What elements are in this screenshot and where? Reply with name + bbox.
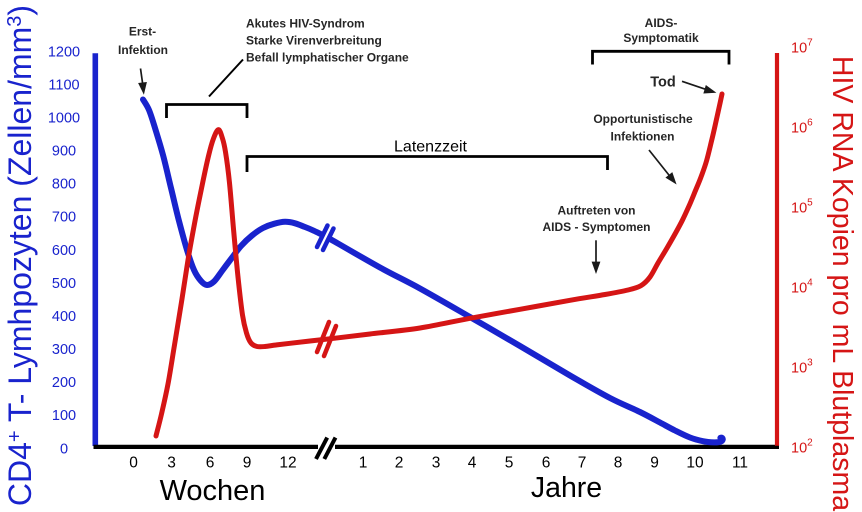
svg-text:1000: 1000 (48, 111, 80, 127)
svg-text:0: 0 (60, 441, 68, 457)
svg-text:800: 800 (52, 177, 76, 193)
svg-text:Erst-: Erst- (129, 25, 156, 39)
svg-text:7: 7 (578, 454, 587, 471)
svg-text:8: 8 (614, 454, 623, 471)
svg-text:2: 2 (395, 454, 404, 471)
svg-text:Jahre: Jahre (531, 472, 602, 504)
svg-text:Latenzzeit: Latenzzeit (394, 139, 467, 156)
svg-text:Befall lymphatischer Organe: Befall lymphatischer Organe (246, 51, 409, 65)
svg-text:1100: 1100 (48, 77, 79, 93)
svg-text:Symptomatik: Symptomatik (623, 31, 699, 45)
svg-text:Starke Virenverbreitung: Starke Virenverbreitung (246, 34, 382, 48)
svg-text:CD4+ T- Lymhpozyten (Zellen/mm: CD4+ T- Lymhpozyten (Zellen/mm3) (2, 5, 38, 506)
svg-text:300: 300 (52, 342, 76, 358)
svg-text:600: 600 (52, 243, 76, 259)
svg-text:AIDS - Symptomen: AIDS - Symptomen (542, 220, 650, 234)
svg-text:9: 9 (243, 454, 252, 471)
svg-text:400: 400 (52, 309, 76, 325)
svg-text:11: 11 (732, 454, 748, 471)
svg-text:9: 9 (650, 454, 659, 471)
svg-text:3: 3 (432, 454, 441, 471)
svg-text:500: 500 (52, 276, 76, 292)
svg-text:100: 100 (52, 408, 76, 424)
svg-text:900: 900 (52, 144, 76, 160)
svg-text:6: 6 (542, 454, 551, 471)
svg-text:Infektionen: Infektionen (610, 130, 674, 144)
svg-text:5: 5 (505, 454, 514, 471)
svg-text:3: 3 (167, 454, 176, 471)
svg-text:Tod: Tod (650, 75, 676, 91)
svg-text:Akutes HIV-Syndrom: Akutes HIV-Syndrom (246, 17, 365, 31)
svg-text:AIDS-: AIDS- (645, 16, 678, 30)
svg-text:200: 200 (52, 375, 76, 391)
svg-text:HIV RNA Kopien pro mL Blutplas: HIV RNA Kopien pro mL Blutplasma (826, 56, 858, 511)
svg-text:1200: 1200 (48, 44, 80, 60)
svg-text:6: 6 (206, 454, 215, 471)
svg-text:Opportunistische: Opportunistische (593, 112, 693, 126)
svg-text:Infektion: Infektion (118, 43, 168, 57)
svg-text:4: 4 (468, 454, 477, 471)
svg-text:0: 0 (129, 454, 138, 471)
svg-text:Auftreten von: Auftreten von (558, 204, 636, 218)
svg-text:700: 700 (52, 210, 76, 226)
svg-text:Wochen: Wochen (160, 475, 266, 507)
svg-text:1: 1 (359, 454, 368, 471)
svg-text:10: 10 (686, 454, 704, 471)
svg-text:12: 12 (279, 454, 296, 471)
